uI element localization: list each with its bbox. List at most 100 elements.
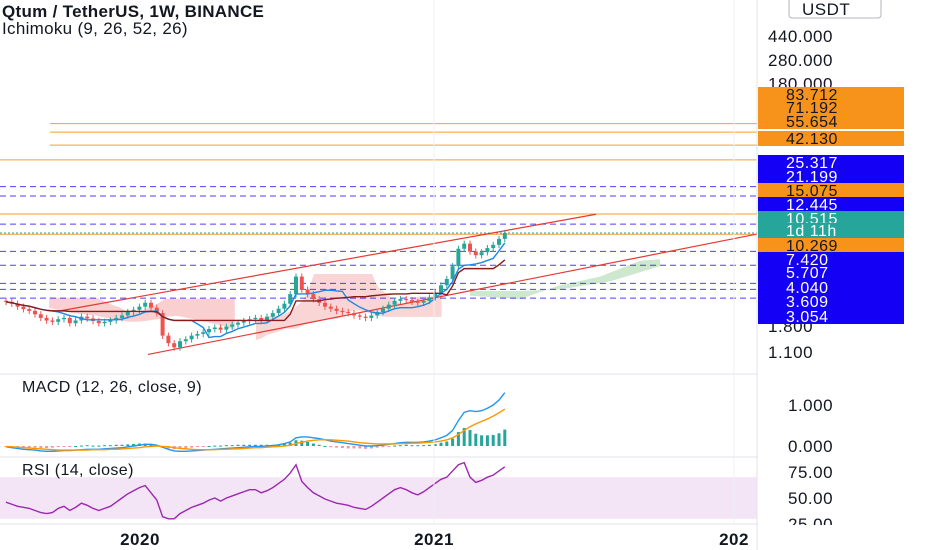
price-tag-blue[interactable]	[758, 265, 904, 280]
candle-body[interactable]	[166, 335, 171, 344]
candle-body[interactable]	[311, 294, 316, 300]
candle-body[interactable]	[178, 341, 182, 348]
candle-body[interactable]	[15, 303, 20, 307]
candle-body[interactable]	[44, 317, 49, 321]
candle-body[interactable]	[218, 327, 223, 330]
candle-body[interactable]	[38, 314, 43, 318]
candle-body[interactable]	[33, 310, 37, 315]
price-tag-orange[interactable]	[758, 87, 904, 102]
candle-body[interactable]	[4, 300, 8, 302]
candle-body[interactable]	[410, 299, 414, 302]
candle-body[interactable]	[224, 326, 229, 330]
candle-body[interactable]	[189, 335, 194, 340]
candle-body[interactable]	[125, 311, 130, 316]
candle-body[interactable]	[334, 308, 339, 311]
price-tag-orange[interactable]	[758, 131, 904, 146]
rsi-label[interactable]: RSI (14, close)	[22, 462, 134, 479]
indicator-label[interactable]: Ichimoku (9, 26, 52, 26)	[2, 19, 188, 38]
candle-body[interactable]	[195, 333, 200, 336]
price-tag-blue[interactable]	[758, 252, 904, 267]
candle-body[interactable]	[27, 309, 32, 311]
candle-body[interactable]	[143, 302, 148, 307]
channel-upper-line[interactable]	[59, 213, 597, 312]
candle-body[interactable]	[386, 304, 391, 309]
candle-body[interactable]	[207, 329, 211, 333]
candle-body[interactable]	[108, 320, 113, 322]
price-tag-teal[interactable]	[758, 223, 904, 238]
candle-body[interactable]	[439, 285, 443, 293]
price-tag-blue[interactable]	[758, 169, 904, 184]
candle-body[interactable]	[201, 332, 206, 334]
candle-body[interactable]	[363, 316, 368, 318]
price-tag-orange[interactable]	[758, 238, 904, 253]
price-tag-orange[interactable]	[758, 100, 904, 115]
candle-body[interactable]	[468, 243, 472, 252]
candle-body[interactable]	[96, 321, 101, 324]
candle-body[interactable]	[323, 302, 327, 307]
price-tag-orange[interactable]	[758, 114, 904, 129]
candle-body[interactable]	[56, 319, 61, 322]
candle-body[interactable]	[346, 311, 351, 314]
candle-body[interactable]	[473, 251, 478, 256]
price-tag-orange[interactable]	[758, 183, 904, 198]
candle-body[interactable]	[398, 299, 403, 301]
price-tag-blue[interactable]	[758, 155, 904, 170]
candle-body[interactable]	[212, 327, 217, 330]
signal-line[interactable]	[5, 408, 506, 451]
candle-body[interactable]	[305, 289, 310, 295]
candle-body[interactable]	[404, 299, 409, 301]
candle-body[interactable]	[450, 266, 455, 279]
candle-body[interactable]	[415, 301, 420, 303]
candle-body[interactable]	[479, 252, 484, 256]
price-tag-blue[interactable]	[758, 294, 904, 309]
candle-body[interactable]	[253, 317, 258, 320]
candle-body[interactable]	[137, 306, 142, 310]
candle-body[interactable]	[50, 320, 55, 322]
candle-body[interactable]	[369, 315, 374, 318]
candle-body[interactable]	[73, 320, 78, 324]
candle-body[interactable]	[294, 276, 298, 295]
candle-body[interactable]	[392, 300, 397, 305]
candle-body[interactable]	[120, 315, 124, 318]
candle-body[interactable]	[102, 321, 107, 324]
candle-body[interactable]	[270, 313, 275, 317]
price-tag-blue[interactable]	[758, 197, 904, 212]
rsi-line[interactable]	[5, 461, 506, 520]
candle-body[interactable]	[149, 302, 153, 308]
candle-body[interactable]	[433, 292, 438, 298]
candle-body[interactable]	[427, 297, 432, 301]
candle-body[interactable]	[85, 316, 90, 319]
candle-body[interactable]	[456, 248, 461, 267]
candle-body[interactable]	[21, 306, 26, 310]
candle-body[interactable]	[265, 316, 269, 320]
candle-body[interactable]	[172, 343, 177, 348]
candle-body[interactable]	[241, 321, 246, 323]
candle-body[interactable]	[276, 308, 281, 314]
candle-body[interactable]	[236, 322, 240, 325]
candle-body[interactable]	[230, 324, 235, 327]
candle-body[interactable]	[259, 317, 264, 320]
currency-badge[interactable]	[788, 0, 882, 19]
candle-body[interactable]	[357, 315, 362, 317]
price-tag-teal[interactable]	[758, 211, 904, 226]
candle-body[interactable]	[381, 308, 385, 312]
candle-body[interactable]	[299, 276, 304, 290]
candle-body[interactable]	[352, 313, 356, 316]
candle-body[interactable]	[502, 233, 507, 239]
candle-body[interactable]	[160, 313, 165, 336]
candle-body[interactable]	[462, 243, 467, 249]
macd-label[interactable]: MACD (12, 26, close, 9)	[22, 379, 202, 396]
candle-body[interactable]	[288, 294, 293, 304]
candle-body[interactable]	[491, 244, 496, 249]
channel-lower-line[interactable]	[147, 233, 758, 356]
candle-body[interactable]	[485, 248, 490, 253]
candle-body[interactable]	[444, 278, 449, 286]
candle-body[interactable]	[183, 339, 188, 342]
candle-body[interactable]	[67, 317, 72, 324]
candle-body[interactable]	[340, 310, 345, 312]
price-tag-blue[interactable]	[758, 309, 904, 324]
price-tag-blue[interactable]	[758, 280, 904, 295]
candle-body[interactable]	[421, 300, 426, 303]
candle-body[interactable]	[282, 303, 287, 309]
